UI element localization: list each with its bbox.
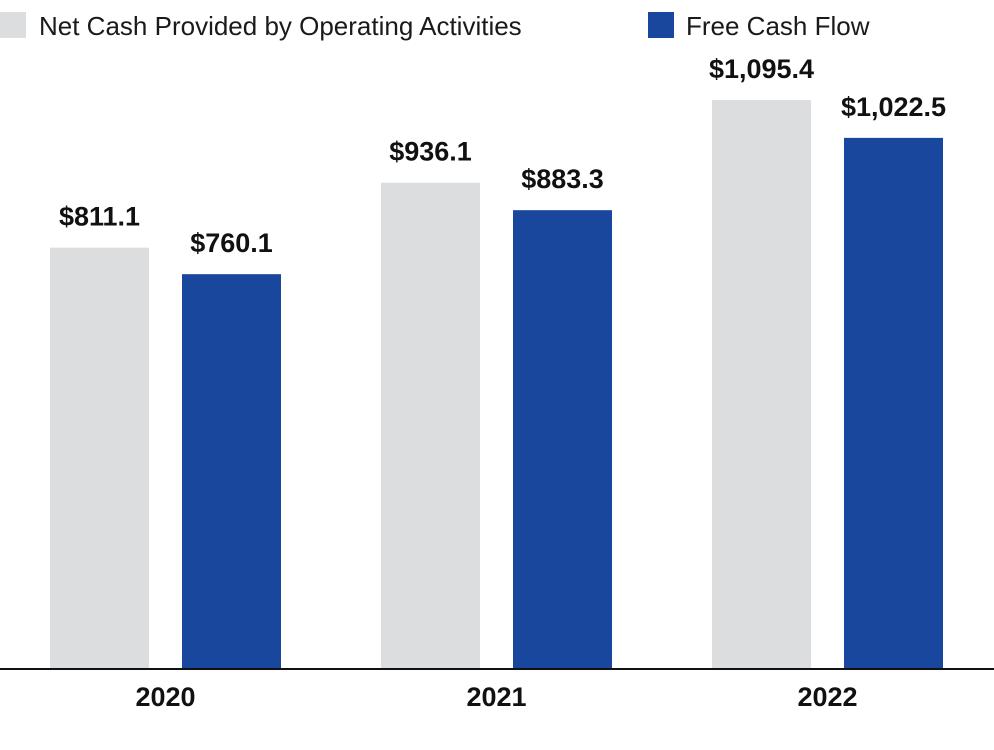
legend: Net Cash Provided by Operating Activitie… bbox=[0, 11, 870, 41]
value-label-2020-series-0: $811.1 bbox=[59, 202, 140, 232]
value-label-2020-series-1: $760.1 bbox=[190, 228, 273, 258]
bar-2020-series-0 bbox=[50, 247, 149, 669]
bar-2022-series-0 bbox=[712, 100, 811, 669]
legend-label-operating-cash: Net Cash Provided by Operating Activitie… bbox=[39, 11, 522, 41]
bar-2020-series-1 bbox=[182, 274, 281, 669]
value-label-2021-series-0: $936.1 bbox=[389, 137, 472, 167]
value-labels-group: $811.1 $760.1 $936.1 $883.3 $1,095.4 $1,022.5 bbox=[59, 54, 946, 258]
legend-label-free-cash-flow: Free Cash Flow bbox=[686, 11, 870, 41]
legend-swatch-free-cash-flow bbox=[648, 12, 674, 38]
x-tick-label-2022: 2022 bbox=[797, 682, 857, 712]
x-tick-label-2020: 2020 bbox=[135, 682, 195, 712]
value-label-2022-series-1: $1,022.5 bbox=[841, 92, 946, 122]
value-label-2021-series-1: $883.3 bbox=[521, 164, 604, 194]
bar-2021-series-0 bbox=[381, 182, 480, 670]
legend-swatch-operating-cash bbox=[0, 12, 26, 38]
bar-2021-series-1 bbox=[513, 210, 612, 670]
value-label-2022-series-0: $1,095.4 bbox=[709, 54, 814, 84]
bar-2022-series-1 bbox=[844, 137, 943, 669]
x-tick-label-2021: 2021 bbox=[466, 682, 526, 712]
x-tick-labels-group: 2020 2021 2022 bbox=[135, 682, 857, 712]
bars-group bbox=[50, 100, 943, 670]
